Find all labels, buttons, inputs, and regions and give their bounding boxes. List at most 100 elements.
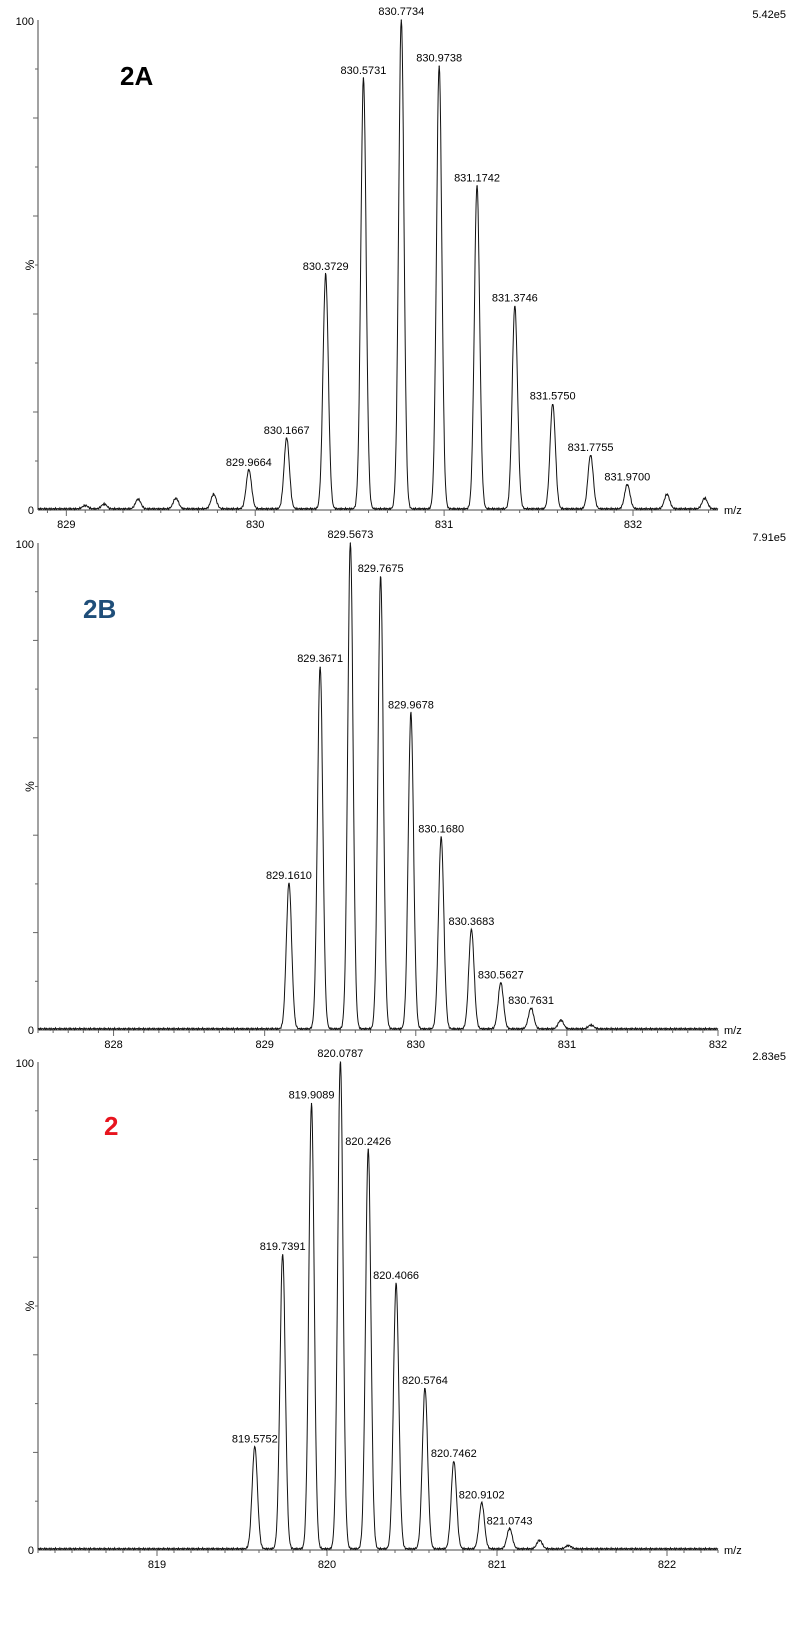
peak-apex — [213, 494, 215, 496]
peak-apex — [103, 504, 105, 506]
x-tick-label: 828 — [104, 1039, 122, 1051]
y-axis-label: % — [23, 259, 37, 270]
y-tick-label-0: 0 — [28, 1025, 34, 1037]
peak-apex — [288, 883, 290, 885]
peak-apex — [589, 455, 592, 457]
spectrum-panel-2: 100 0% 819 820 821 822 m/z 2.83e5 2 819.5752 819.7… — [16, 1048, 786, 1571]
x-tick-label: 819 — [148, 1559, 166, 1571]
peak-apex — [310, 1102, 313, 1105]
peak-apex — [248, 470, 250, 472]
y-tick-label-0: 0 — [28, 505, 34, 517]
peak-apex — [282, 1254, 284, 1256]
peak-label: 830.3729 — [303, 261, 349, 273]
peak-label: 821.0743 — [487, 1516, 533, 1528]
x-tick-label: 832 — [624, 519, 642, 531]
y-tick-label-100: 100 — [16, 539, 34, 551]
peak-apex — [626, 484, 628, 487]
peak-label: 829.9664 — [226, 457, 272, 469]
spectrum-trace — [37, 19, 719, 512]
peak-apex — [538, 1540, 541, 1542]
peak-apex — [567, 1545, 570, 1548]
peak-label: 830.3683 — [448, 916, 494, 928]
peak-label: 830.5627 — [478, 970, 524, 982]
peak-label: 819.5752 — [232, 1434, 278, 1446]
intensity-scale-label: 5.42e5 — [752, 9, 786, 21]
x-tick-label: 829 — [57, 519, 75, 531]
peak-apex — [362, 78, 365, 80]
peak-label: 820.5764 — [402, 1375, 448, 1387]
peak-label: 819.9089 — [289, 1089, 335, 1101]
peak-label: 830.9738 — [416, 53, 462, 65]
intensity-scale-label: 2.83e5 — [752, 1051, 786, 1063]
peak-apex — [424, 1388, 426, 1390]
peak-apex — [440, 837, 442, 839]
peak-apex — [325, 274, 327, 276]
peak-label: 831.1742 — [454, 173, 500, 185]
x-tick-label: 831 — [558, 1039, 576, 1051]
peak-label: 820.9102 — [459, 1490, 505, 1502]
peak-label: 820.4066 — [373, 1270, 419, 1282]
peak-label: 831.9700 — [604, 472, 650, 484]
peak-apex — [137, 499, 139, 501]
peak-label: 820.7462 — [431, 1448, 477, 1460]
peak-label: 819.7391 — [260, 1241, 306, 1253]
spectrum-trace — [37, 1061, 719, 1552]
x-tick-label: 829 — [255, 1039, 273, 1051]
peak-label: 830.1667 — [264, 425, 310, 437]
peak-label: 831.5750 — [530, 391, 576, 403]
peak-apex — [380, 576, 382, 578]
peak-label: 830.7631 — [508, 995, 554, 1007]
y-axis-label: % — [23, 1300, 37, 1311]
peak-apex — [666, 494, 668, 496]
y-tick-label-0: 0 — [28, 1545, 34, 1557]
panel-label: 2A — [120, 61, 153, 91]
peak-apex — [530, 1008, 532, 1010]
x-axis-label: m/z — [724, 1025, 742, 1037]
x-tick-label: 830 — [246, 519, 264, 531]
y-tick-label-100: 100 — [16, 16, 34, 28]
peak-label: 830.1680 — [418, 824, 464, 836]
peak-label: 829.7675 — [358, 563, 404, 575]
peak-apex — [552, 404, 554, 406]
peak-label: 830.7734 — [378, 6, 424, 18]
peak-apex — [367, 1149, 369, 1151]
y-axis-label: % — [23, 781, 37, 792]
peak-apex — [254, 1446, 256, 1449]
peak-label: 831.7755 — [568, 442, 614, 454]
peak-apex — [560, 1020, 562, 1022]
peak-apex — [349, 542, 351, 544]
peak-apex — [175, 498, 177, 500]
peak-apex — [500, 983, 502, 985]
peak-apex — [514, 306, 516, 308]
x-tick-label: 831 — [435, 519, 453, 531]
spectrum-trace — [37, 542, 719, 1032]
peak-apex — [286, 438, 288, 440]
panel-label: 2 — [104, 1111, 118, 1141]
spectrum-panel-2B: 100 0% 828 829 830 831 832 m/z 7.91e5 2B 829.1610 8… — [16, 529, 786, 1051]
peak-apex — [476, 186, 478, 188]
peak-apex — [590, 1025, 592, 1027]
peak-label: 830.5731 — [341, 65, 387, 77]
peak-label: 820.0787 — [317, 1048, 363, 1060]
spectrum-panel-2A: 100 0% 829 830 831 832 m/z 5.42e5 2A 829.9664 830.… — [16, 6, 786, 531]
peak-label: 829.3671 — [297, 653, 343, 665]
panel-label: 2B — [83, 594, 116, 624]
x-axis-label: m/z — [724, 505, 742, 517]
peak-apex — [438, 65, 440, 68]
x-tick-label: 830 — [407, 1039, 425, 1051]
intensity-scale-label: 7.91e5 — [752, 532, 786, 544]
peak-apex — [470, 929, 473, 931]
peak-apex — [84, 505, 86, 508]
peak-apex — [509, 1528, 511, 1531]
x-tick-label: 820 — [318, 1559, 336, 1571]
peak-label: 831.3746 — [492, 293, 538, 305]
peak-label: 820.2426 — [345, 1136, 391, 1148]
y-tick-label-100: 100 — [16, 1058, 34, 1070]
peak-apex — [453, 1461, 455, 1463]
peak-apex — [704, 498, 706, 500]
x-tick-label: 832 — [709, 1039, 727, 1051]
peak-label: 829.5673 — [327, 529, 373, 541]
peak-label: 829.1610 — [266, 870, 312, 882]
peak-apex — [339, 1061, 341, 1063]
